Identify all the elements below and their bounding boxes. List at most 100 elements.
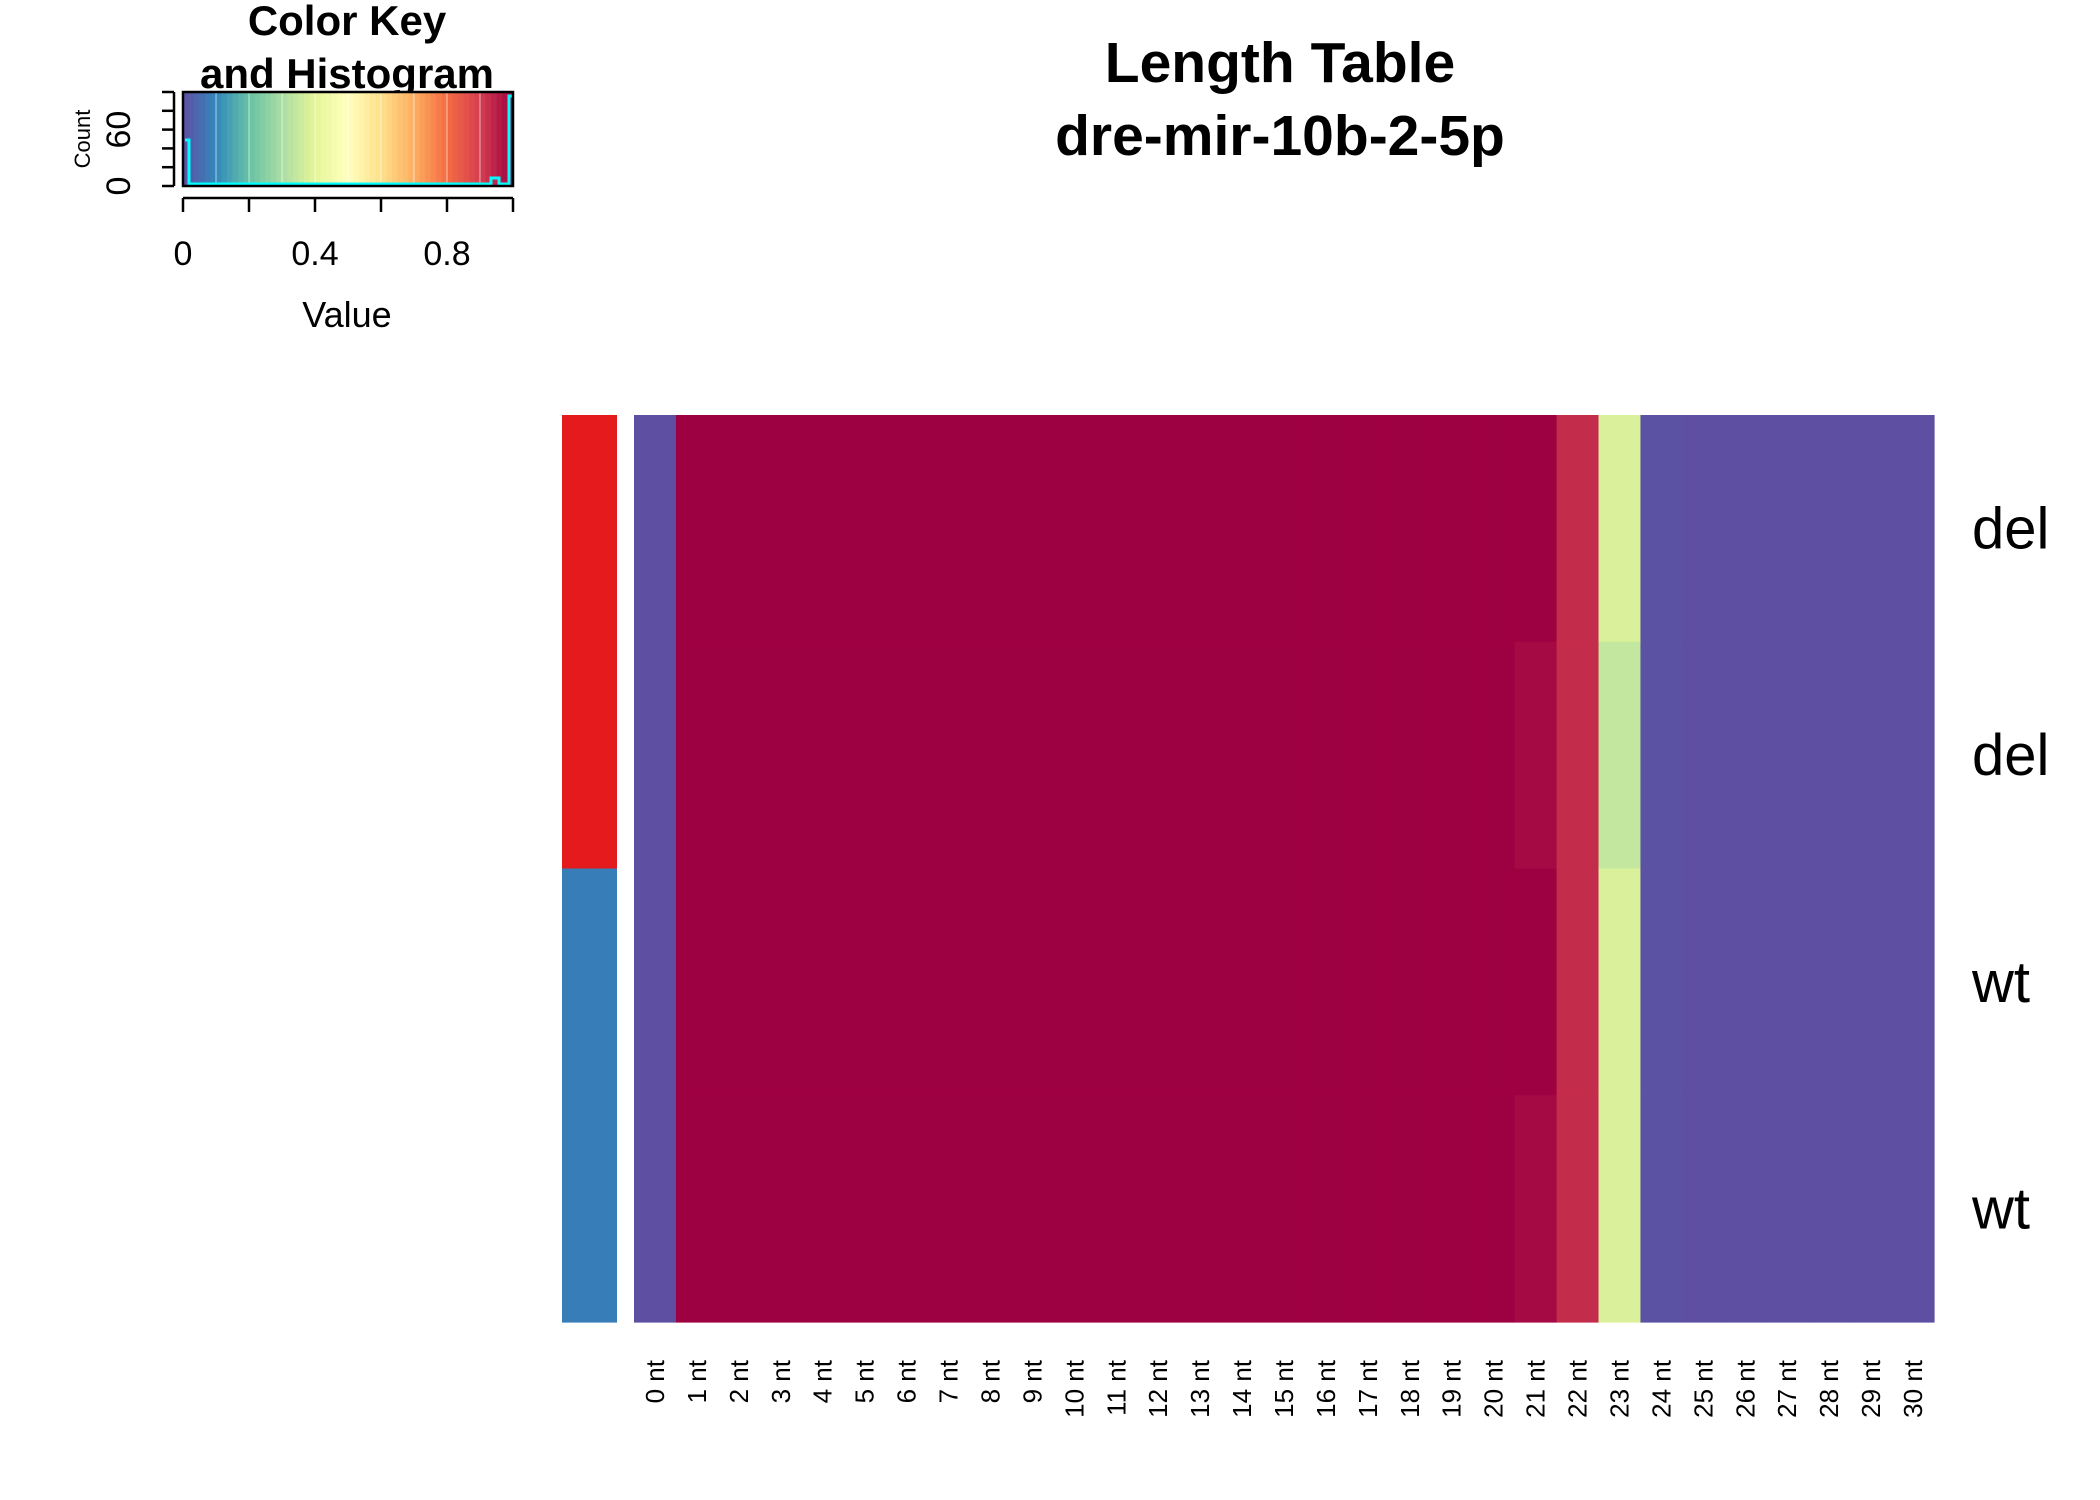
heatmap-cell [969,641,1013,870]
heatmap-cell [759,415,803,643]
column-label: 28 nt [1814,1359,1844,1418]
heatmap-cells [634,415,1935,1323]
heatmap-cell [1514,868,1558,1096]
color-key-x-tick-label: 0 [174,235,193,273]
heatmap-cell [1263,1095,1306,1323]
heatmap-cell [1808,641,1851,870]
heatmap-cell [1304,1095,1348,1323]
heatmap-cell [885,1095,929,1323]
color-key-swatch [447,92,453,186]
heatmap-cell [1221,1095,1264,1323]
color-key-swatch [364,92,371,186]
heatmap-cell [1724,415,1767,643]
heatmap-cell [1011,415,1054,643]
color-key-swatch [381,92,387,186]
heatmap-cell [1682,415,1725,643]
color-key-swatch [419,92,426,186]
column-label: 2 nt [724,1359,754,1403]
color-key-swatch [315,92,321,186]
heatmap-cell [1724,1095,1767,1323]
heatmap-cell [1598,868,1642,1096]
heatmap-cell [1053,1095,1096,1323]
heatmap-cell [843,1095,887,1323]
color-key-swatch [370,92,376,186]
heatmap-cell [1472,415,1516,643]
heatmap-cell [1808,868,1851,1096]
column-label: 6 nt [892,1359,922,1403]
heatmap-cell [1808,1095,1851,1323]
column-label: 4 nt [808,1359,838,1403]
heatmap-cell [801,641,845,870]
heatmap-cell [1179,415,1222,643]
heatmap-cell [1263,641,1306,870]
heatmap-cell [1053,415,1096,643]
heatmap-cell [1640,641,1683,870]
heatmap-cell [1640,868,1683,1096]
color-key-swatch [375,92,382,186]
row-side-color [562,868,617,1096]
column-label: 25 nt [1688,1359,1718,1418]
heatmap-cell [1514,1095,1558,1323]
column-label: 14 nt [1227,1359,1257,1418]
heatmap-cell [1766,1095,1809,1323]
color-key-swatch [436,92,442,186]
heatmap-cell [1682,641,1725,870]
column-labels: 0 nt 1 nt 2 nt 3 nt 4 nt 5 nt 6 nt 7 nt 8 nt 9 nt… [640,1359,1928,1418]
heatmap-cell [1850,415,1893,643]
heatmap-cell [1388,868,1432,1096]
color-key: Color Key and Histogram 0 0.4 0.8 0 60 Valu… [70,0,515,335]
heatmap-cell [969,415,1013,643]
heatmap-cell [1221,868,1264,1096]
column-label: 20 nt [1479,1359,1509,1418]
color-key-swatch [331,92,338,186]
color-key-swatch [430,92,437,186]
column-label: 19 nt [1437,1359,1467,1418]
color-key-swatch [221,92,228,186]
color-key-swatch [469,92,475,186]
heatmap-cell [885,415,929,643]
color-key-swatch [496,92,503,186]
color-key-swatch [348,92,354,186]
column-label: 18 nt [1395,1359,1425,1418]
color-key-swatch [414,92,420,186]
heatmap-cell [843,868,887,1096]
heatmap-cell [1514,641,1558,870]
heatmap-cell [1892,1095,1935,1323]
heatmap-cell [1472,1095,1516,1323]
column-label: 0 nt [640,1359,670,1403]
heatmap-cell [1263,868,1306,1096]
column-label: 22 nt [1563,1359,1593,1418]
color-key-swatch [260,92,266,186]
color-key-title-line-1: Color Key [248,0,447,44]
color-key-swatch [502,92,508,186]
column-label: 26 nt [1730,1359,1760,1418]
heatmap-cell [1514,415,1558,643]
color-key-swatch [243,92,250,186]
heatmap-cell [759,1095,803,1323]
heatmap-cell [1179,1095,1222,1323]
heatmap-cell [675,1095,719,1323]
heatmap-cell [675,415,719,643]
color-key-swatch [359,92,365,186]
row-label: del [1972,723,2049,788]
color-key-swatch [232,92,239,186]
column-label: 15 nt [1269,1359,1299,1418]
column-label: 29 nt [1856,1359,1886,1418]
color-key-y-tick-label: 0 [100,177,138,196]
color-key-x-tick-label: 0.4 [291,235,338,273]
heatmap-cell [1179,868,1222,1096]
heatmap-cell [1850,868,1893,1096]
heatmap-cell [1850,1095,1893,1323]
heatmap-cell [1095,415,1138,643]
heatmap-cell [1892,868,1935,1096]
heatmap-cell [1598,641,1642,870]
column-label: 30 nt [1898,1359,1928,1418]
heatmap-cell [1430,1095,1474,1323]
color-key-swatch [353,92,360,186]
heatmap-cell [1556,868,1600,1096]
color-key-gradient [183,92,514,186]
color-key-swatch [238,92,244,186]
color-key-swatch [276,92,283,186]
heatmap-cell [927,415,971,643]
column-label: 8 nt [975,1359,1005,1403]
